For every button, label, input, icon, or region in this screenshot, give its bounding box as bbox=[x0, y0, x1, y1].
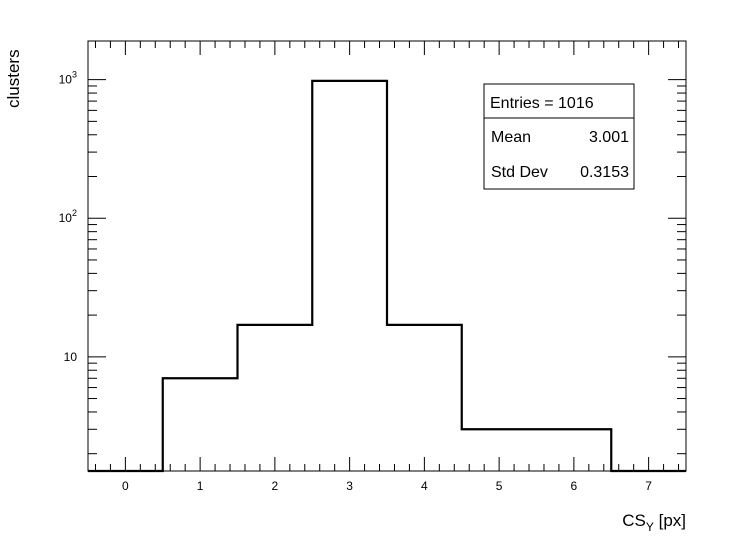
y-tick-label: 102 bbox=[59, 208, 77, 225]
y-tick-label: 10 bbox=[64, 350, 78, 364]
x-tick-label: 6 bbox=[571, 479, 578, 493]
stats-box: Entries = 1016 Mean 3.001 Std Dev 0.3153 bbox=[483, 83, 635, 190]
x-axis-title-unit: [px] bbox=[654, 511, 686, 530]
stats-stddev-value: 0.3153 bbox=[580, 164, 629, 181]
x-axis-ticks: 0 1 2 3 4 5 6 7 bbox=[94, 41, 680, 493]
y-tick-label-exponent: 3 bbox=[72, 70, 77, 80]
y-tick-label-base: 10 bbox=[59, 73, 73, 87]
stats-entries: Entries = 1016 bbox=[490, 95, 594, 112]
y-tick-label: 103 bbox=[59, 70, 77, 87]
x-tick-label: 5 bbox=[496, 479, 503, 493]
y-tick-label-exponent: 2 bbox=[72, 208, 77, 218]
x-tick-label: 7 bbox=[645, 479, 652, 493]
x-tick-label: 4 bbox=[421, 479, 428, 493]
y-axis-title: clusters bbox=[4, 49, 23, 108]
y-tick-label-base: 10 bbox=[59, 211, 73, 225]
x-axis-title-subscript: Y bbox=[646, 520, 654, 534]
stats-mean-value: 3.001 bbox=[589, 129, 629, 146]
x-tick-label: 3 bbox=[346, 479, 353, 493]
plot-frame bbox=[87, 40, 687, 472]
x-axis-title: CSY [px] bbox=[622, 511, 686, 534]
x-tick-label: 1 bbox=[197, 479, 204, 493]
x-tick-label: 2 bbox=[272, 479, 279, 493]
x-tick-label: 0 bbox=[122, 479, 129, 493]
x-axis-title-main: CS bbox=[622, 511, 646, 530]
stats-box-frame bbox=[483, 83, 635, 190]
histogram-outline bbox=[88, 79, 686, 473]
stats-mean-label: Mean bbox=[491, 129, 531, 146]
stats-stddev-label: Std Dev bbox=[491, 164, 548, 181]
